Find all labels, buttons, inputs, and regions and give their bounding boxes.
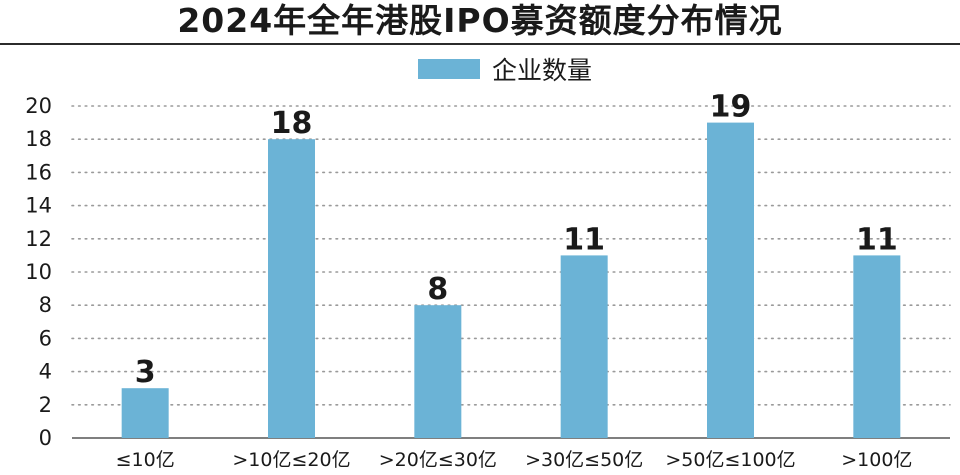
- data-label: 3: [135, 355, 156, 390]
- data-label: 18: [271, 106, 313, 141]
- y-tick-label: 6: [39, 326, 52, 350]
- x-category-label: >100亿: [841, 449, 912, 471]
- bar: [268, 139, 315, 438]
- bar: [560, 255, 608, 438]
- y-tick-label: 0: [39, 426, 52, 450]
- y-tick-label: 4: [39, 360, 52, 384]
- data-label: 11: [563, 222, 605, 257]
- y-tick-label: 20: [25, 94, 52, 118]
- data-label: 19: [710, 90, 752, 125]
- y-tick-label: 18: [25, 127, 52, 151]
- y-tick-label: 8: [39, 293, 52, 317]
- x-category-label: >10亿≤20亿: [232, 449, 350, 471]
- legend-swatch: [418, 59, 480, 79]
- x-category-label: >20亿≤30亿: [379, 449, 497, 471]
- y-tick-label: 10: [25, 260, 52, 284]
- x-category-label: >50亿≤100亿: [665, 449, 795, 471]
- data-label: 8: [427, 272, 448, 307]
- legend-label: 企业数量: [492, 56, 593, 85]
- y-tick-label: 12: [25, 227, 52, 251]
- y-tick-label: 14: [25, 194, 52, 218]
- title-divider: [0, 43, 960, 45]
- x-category-label: ≤10亿: [116, 449, 175, 471]
- data-label: 11: [856, 222, 898, 257]
- bar: [707, 122, 754, 438]
- bar: [121, 388, 169, 438]
- y-tick-label: 2: [39, 393, 52, 417]
- x-category-label: >30亿≤50亿: [525, 449, 643, 471]
- chart-title-area: 2024年全年港股IPO募资额度分布情况: [0, 0, 960, 44]
- chart-title: 2024年全年港股IPO募资额度分布情况: [177, 1, 783, 40]
- bar: [414, 305, 462, 438]
- y-tick-label: 16: [25, 160, 52, 184]
- bar: [853, 255, 901, 438]
- legend: 企业数量: [418, 52, 592, 86]
